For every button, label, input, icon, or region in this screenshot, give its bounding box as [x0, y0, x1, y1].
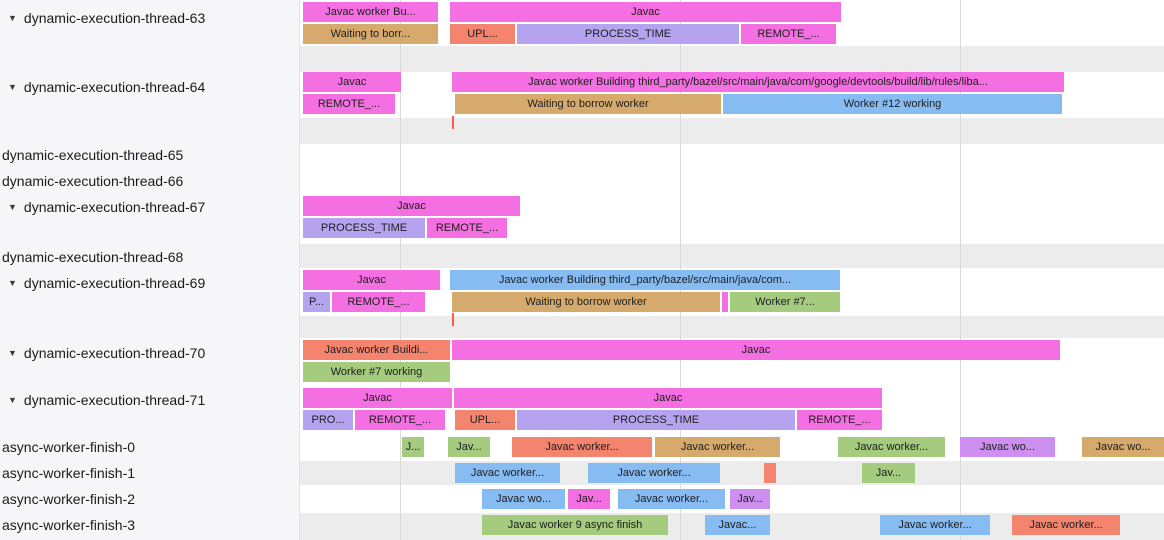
event-bar[interactable]: Javac [454, 388, 882, 408]
sidebar-row-dynamic-execution-thread-64[interactable]: ▼ dynamic-execution-thread-64 [0, 77, 205, 97]
event-bar[interactable]: Jav... [568, 489, 610, 509]
event-bar[interactable] [764, 463, 776, 483]
thread-label: async-worker-finish-1 [2, 465, 136, 481]
event-bar[interactable]: PRO... [303, 410, 353, 430]
event-bar[interactable]: Jav... [862, 463, 915, 483]
sidebar-row-async-worker-finish-1[interactable]: async-worker-finish-1 [0, 463, 135, 483]
thread-label: dynamic-execution-thread-64 [23, 79, 206, 95]
thread-label: dynamic-execution-thread-63 [23, 10, 206, 26]
event-bar[interactable]: Javac worker... [512, 437, 652, 457]
event-bar[interactable]: Javac [303, 388, 452, 408]
event-bar[interactable]: Waiting to borr... [303, 24, 438, 44]
event-bar[interactable]: Javac wo... [960, 437, 1055, 457]
thread-label: async-worker-finish-0 [2, 439, 136, 455]
thread-label: async-worker-finish-3 [2, 517, 136, 533]
event-bar[interactable]: P... [303, 292, 330, 312]
event-bar[interactable]: Javac [303, 72, 401, 92]
event-bar[interactable]: Javac worker Building third_party/bazel/… [452, 72, 1064, 92]
expander-icon[interactable]: ▼ [8, 13, 17, 23]
sidebar-row-dynamic-execution-thread-67[interactable]: ▼ dynamic-execution-thread-67 [0, 197, 205, 217]
event-bar[interactable]: REMOTE_... [797, 410, 882, 430]
sidebar-row-dynamic-execution-thread-69[interactable]: ▼ dynamic-execution-thread-69 [0, 273, 205, 293]
gridline [960, 0, 961, 540]
event-bar[interactable]: Javac worker Bu... [303, 2, 438, 22]
sidebar-row-dynamic-execution-thread-63[interactable]: ▼ dynamic-execution-thread-63 [0, 8, 205, 28]
event-bar[interactable]: PROCESS_TIME [303, 218, 425, 238]
expander-icon[interactable]: ▼ [8, 395, 17, 405]
error-tick [452, 116, 454, 129]
thread-label: dynamic-execution-thread-65 [2, 147, 184, 163]
thread-label: dynamic-execution-thread-68 [2, 249, 184, 265]
expander-icon[interactable]: ▼ [8, 278, 17, 288]
event-bar[interactable]: UPL... [450, 24, 515, 44]
timeline-canvas[interactable]: Javac worker Bu... Javac Waiting to borr..… [300, 0, 1164, 540]
event-bar[interactable]: UPL... [455, 410, 515, 430]
thread-label: dynamic-execution-thread-71 [23, 392, 206, 408]
event-bar[interactable]: Waiting to borrow worker [452, 292, 720, 312]
expander-icon[interactable]: ▼ [8, 82, 17, 92]
sidebar-row-async-worker-finish-0[interactable]: async-worker-finish-0 [0, 437, 135, 457]
event-bar[interactable]: REMOTE_... [303, 94, 395, 114]
event-bar[interactable]: Javac [303, 270, 440, 290]
sidebar-row-dynamic-execution-thread-71[interactable]: ▼ dynamic-execution-thread-71 [0, 390, 205, 410]
sidebar-row-async-worker-finish-3[interactable]: async-worker-finish-3 [0, 515, 135, 535]
event-bar[interactable] [722, 292, 728, 312]
event-bar[interactable]: Javac worker... [880, 515, 990, 535]
sidebar-row-async-worker-finish-2[interactable]: async-worker-finish-2 [0, 489, 135, 509]
error-tick [452, 313, 454, 326]
event-bar[interactable]: Javac worker... [588, 463, 720, 483]
event-bar[interactable]: Javac worker... [618, 489, 725, 509]
event-bar[interactable]: Javac worker... [1012, 515, 1120, 535]
event-bar[interactable]: Worker #7... [730, 292, 840, 312]
event-bar[interactable]: Javac [450, 2, 841, 22]
event-bar[interactable]: Javac... [705, 515, 770, 535]
event-bar[interactable]: REMOTE_... [741, 24, 836, 44]
row-band [300, 244, 1164, 268]
sidebar-row-dynamic-execution-thread-65[interactable]: dynamic-execution-thread-65 [0, 145, 183, 165]
event-bar[interactable]: Worker #12 working [723, 94, 1062, 114]
event-bar[interactable]: REMOTE_... [427, 218, 507, 238]
event-bar[interactable]: Jav... [730, 489, 770, 509]
event-bar[interactable]: Javac worker... [838, 437, 945, 457]
event-bar[interactable]: PROCESS_TIME [517, 24, 739, 44]
thread-label: dynamic-execution-thread-67 [23, 199, 206, 215]
event-bar[interactable]: Javac worker... [455, 463, 560, 483]
row-band [300, 46, 1164, 72]
event-bar[interactable]: Javac [452, 340, 1060, 360]
sidebar-row-dynamic-execution-thread-66[interactable]: dynamic-execution-thread-66 [0, 171, 183, 191]
event-bar[interactable]: Worker #7 working [303, 362, 450, 382]
thread-label: dynamic-execution-thread-70 [23, 345, 206, 361]
expander-icon[interactable]: ▼ [8, 202, 17, 212]
thread-label: dynamic-execution-thread-66 [2, 173, 184, 189]
expander-icon[interactable]: ▼ [8, 348, 17, 358]
row-band [300, 461, 1164, 485]
event-bar[interactable]: Javac wo... [1082, 437, 1164, 457]
event-bar[interactable]: Jav... [448, 437, 490, 457]
event-bar[interactable]: Javac worker Building third_party/bazel/… [450, 270, 840, 290]
event-bar[interactable]: Javac [303, 196, 520, 216]
event-bar[interactable]: Javac worker 9 async finish [482, 515, 668, 535]
sidebar-row-dynamic-execution-thread-68[interactable]: dynamic-execution-thread-68 [0, 247, 183, 267]
event-bar[interactable]: REMOTE_... [332, 292, 425, 312]
row-band [300, 118, 1164, 144]
event-bar[interactable]: Javac worker Buildi... [303, 340, 450, 360]
event-bar[interactable]: Javac wo... [482, 489, 565, 509]
thread-label: async-worker-finish-2 [2, 491, 136, 507]
event-bar[interactable]: J... [402, 437, 424, 457]
row-band [300, 316, 1164, 338]
thread-list: ▼ dynamic-execution-thread-63 ▼ dynamic-exe… [0, 0, 300, 540]
event-bar[interactable]: Javac worker... [655, 437, 780, 457]
sidebar-row-dynamic-execution-thread-70[interactable]: ▼ dynamic-execution-thread-70 [0, 343, 205, 363]
event-bar[interactable]: PROCESS_TIME [517, 410, 795, 430]
thread-label: dynamic-execution-thread-69 [23, 275, 206, 291]
event-bar[interactable]: REMOTE_... [355, 410, 445, 430]
event-bar[interactable]: Waiting to borrow worker [455, 94, 721, 114]
